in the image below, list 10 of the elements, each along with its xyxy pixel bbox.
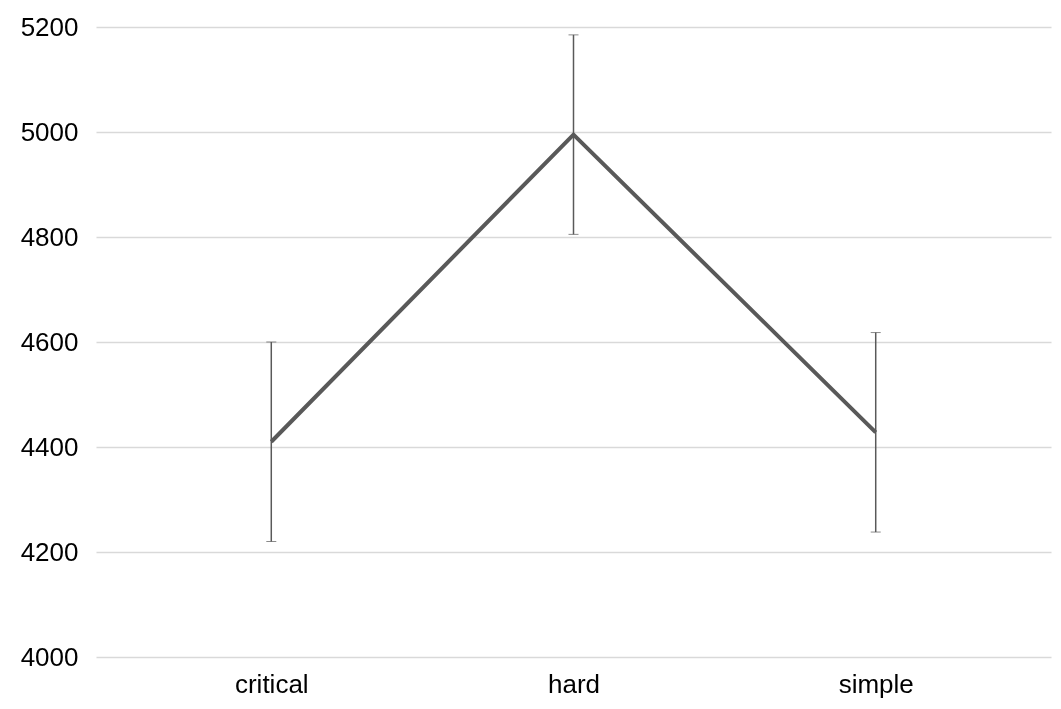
x-tick-label: critical: [234, 668, 309, 699]
x-tick-label: simple: [838, 668, 914, 699]
y-tick-label: 4800: [20, 221, 79, 252]
y-tick-label: 5000: [20, 116, 79, 147]
y-tick-label: 4000: [20, 641, 79, 672]
y-tick-label: 4200: [20, 536, 79, 567]
x-tick-label: hard: [547, 668, 601, 699]
y-tick-label: 4400: [20, 431, 79, 462]
y-tick-label: 5200: [20, 11, 79, 42]
y-tick-label: 4600: [20, 326, 79, 357]
